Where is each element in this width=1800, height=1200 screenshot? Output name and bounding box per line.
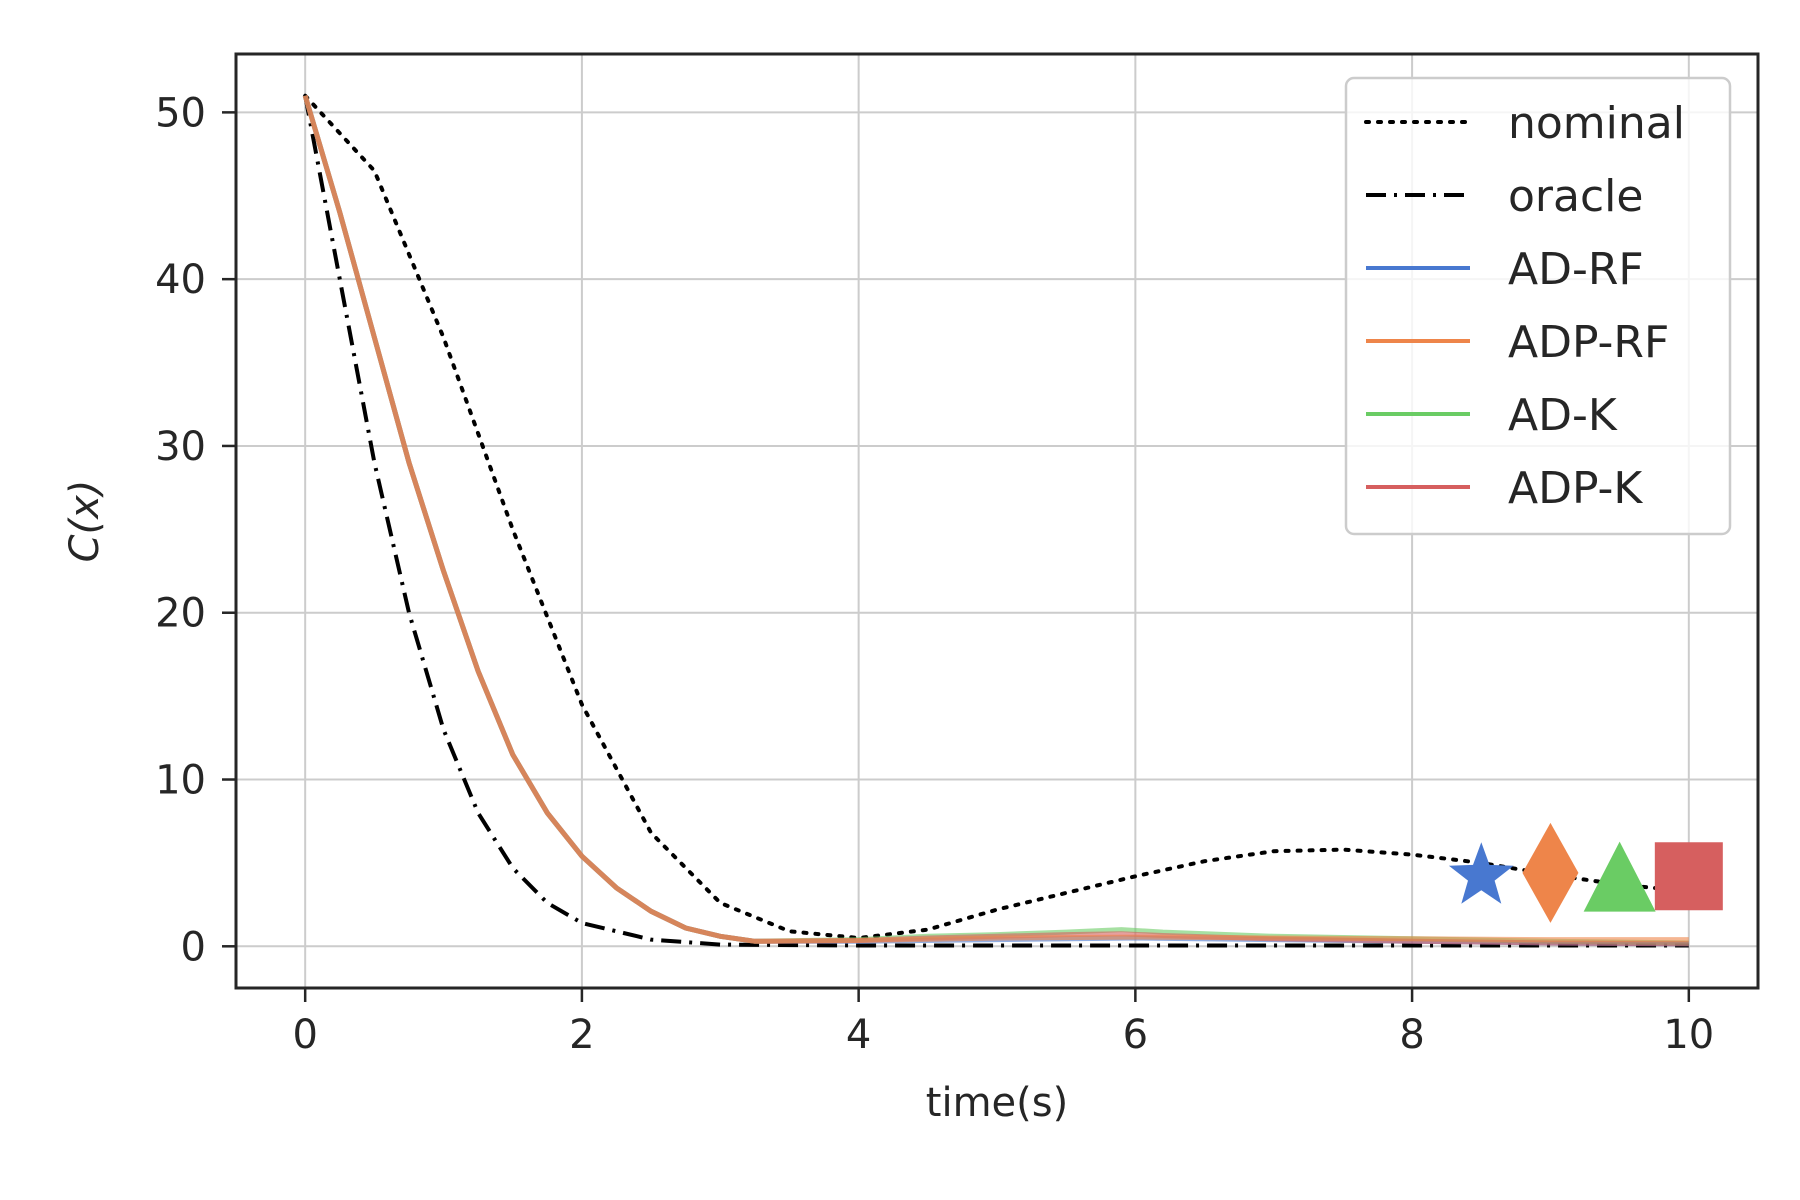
legend-box [1344, 76, 1732, 536]
marker-square-adp-k [1654, 842, 1723, 911]
legend-label-nominal: nominal [1508, 98, 1685, 149]
y-tick-label: 0 [181, 924, 206, 970]
legend-label-oracle: oracle [1508, 171, 1643, 222]
x-tick-label: 8 [1399, 1012, 1424, 1058]
x-tick-label: 4 [846, 1012, 871, 1058]
x-ticks: 0 2 4 6 8 10 [292, 988, 1714, 1058]
y-tick-label: 40 [155, 257, 206, 303]
marker-star-ad-rf [1448, 842, 1514, 904]
y-tick-label: 50 [155, 90, 206, 136]
y-tick-label: 10 [155, 758, 206, 804]
legend-label-adp-k: ADP-K [1508, 463, 1643, 514]
y-tick-label: 20 [155, 591, 206, 637]
series-line-adp-rf [302, 94, 1689, 944]
x-tick-label: 6 [1123, 1012, 1148, 1058]
marker-triangle-ad-k [1583, 841, 1656, 912]
y-axis-label-var: x [62, 495, 108, 521]
x-tick-label: 10 [1663, 1012, 1714, 1058]
legend-label-ad-rf: AD-RF [1508, 244, 1644, 295]
plot-frame [234, 52, 1760, 990]
legend: nominal oracle AD-RF ADP-RF AD-K ADP-K [1344, 76, 1732, 536]
y-ticks: 0 10 20 30 40 50 [155, 90, 236, 970]
legend-label-ad-k: AD-K [1508, 390, 1618, 441]
y-axis-label-suffix: ) [62, 480, 108, 499]
x-tick-label: 2 [569, 1012, 594, 1058]
legend-label-adp-rf: ADP-RF [1508, 317, 1669, 368]
series-line-oracle [303, 95, 1689, 948]
x-tick-label: 0 [292, 1012, 317, 1058]
y-axis-label: C(x) [62, 480, 108, 563]
y-tick-label: 30 [155, 424, 206, 470]
series-layer [302, 93, 1691, 948]
marker-diamond-adp-rf [1522, 822, 1579, 923]
x-axis-label: time(s) [926, 1080, 1068, 1126]
y-axis-label-prefix: C( [62, 516, 108, 562]
marker-layer [1448, 822, 1723, 923]
